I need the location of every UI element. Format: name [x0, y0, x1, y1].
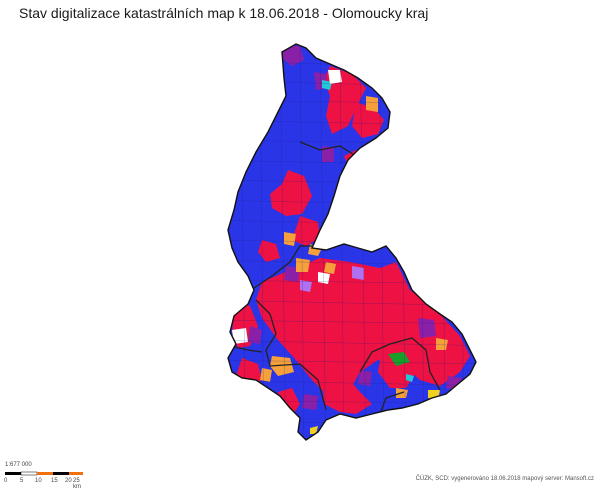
- scale-segment-5: [69, 472, 83, 475]
- yellow-area-2: [310, 426, 318, 434]
- map-title: Stav digitalizace katastrálních map k 18…: [19, 5, 429, 21]
- white-area-2: [318, 272, 330, 284]
- map-credits: ČÚZK, SCD: vygenerováno 18.06.2018 mapov…: [415, 476, 594, 482]
- scale-tick: 5: [20, 478, 24, 484]
- scale-tick: 0: [4, 478, 8, 484]
- cyan-area: [322, 80, 332, 90]
- district-borders: [229, 141, 441, 415]
- scale-tick: 15: [51, 478, 58, 484]
- scale-tick: 10: [35, 478, 42, 484]
- scale-segment-3: [37, 472, 53, 475]
- scale-segment-1: [5, 472, 21, 475]
- violet-areas: [300, 266, 364, 292]
- scale-ratio: 1:677 000: [5, 462, 32, 468]
- white-area: [328, 70, 342, 84]
- scale-bar: [5, 471, 83, 476]
- scale-segment-2: [20, 471, 38, 476]
- scale-tick: 25 km: [73, 478, 81, 490]
- scale-tick: 20: [65, 478, 72, 484]
- scale-segment-4: [53, 472, 69, 475]
- cyan-area-2: [406, 374, 414, 382]
